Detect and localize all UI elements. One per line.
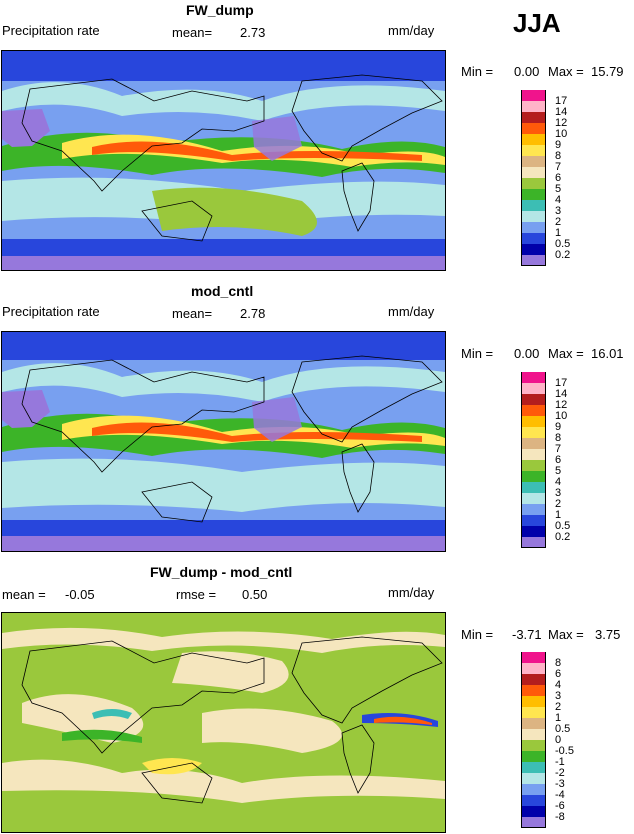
panel-2-colorbar-tick: 17 (555, 377, 568, 389)
panel-3-colorbar: 8 6 4 3 2 1 0.5 0 -0.5 -1 -2 -3 -4 -6 -8 (521, 652, 601, 828)
panel-3-colorbar-tick: 3 (555, 690, 562, 702)
panel-1-colorbar-tick: 0.5 (555, 238, 571, 250)
panel-3-colorbar-tick: 0 (555, 734, 562, 746)
panel-1-colorbar-tick: 0.2 (555, 249, 571, 261)
panel-2-colorbar-tick: 5 (555, 465, 562, 477)
panel-1-colorbar-tick: 3 (555, 205, 562, 217)
panel-3-min-label: Min = (461, 627, 494, 642)
panel-1-colorbar-tick: 4 (555, 194, 562, 206)
panel-1-min-label: Min = (461, 64, 494, 79)
panel-2-units: mm/day (388, 304, 435, 319)
panel-1-colorbar-tick: 10 (555, 128, 568, 140)
panel-1-colorbar-tick: 17 (555, 95, 568, 107)
panel-2-map (1, 331, 446, 552)
panel-3-min-value: -3.71 (512, 627, 542, 642)
panel-2-mean-value: 2.78 (240, 306, 266, 321)
panel-2-min-value: 0.00 (514, 346, 540, 361)
panel-1-colorbar-tick: 5 (555, 183, 562, 195)
panel-2-colorbar-tick: 12 (555, 399, 568, 411)
panel-2-colorbar-tick: 8 (555, 432, 562, 444)
panel-3-mean-label: mean = (2, 587, 46, 602)
panel-1-colorbar-tick: 6 (555, 172, 562, 184)
panel-1-colorbar-tick: 14 (555, 106, 568, 118)
panel-2-colorbar-tick: 0.5 (555, 520, 571, 532)
panel-3-colorbar-tick: 6 (555, 668, 562, 680)
panel-3-map (1, 612, 446, 833)
season-label: JJA (513, 8, 561, 38)
panel-2-colorbar-tick: 9 (555, 421, 562, 433)
panel-2-colorbar-tick: 2 (555, 498, 562, 510)
panel-2-mean-label: mean= (172, 306, 213, 321)
panel-2-colorbar-tick: 14 (555, 388, 568, 400)
panel-3-rmse-label: rmse = (176, 587, 217, 602)
panel-1-colorbar-tick: 12 (555, 117, 568, 129)
panel-3-colorbar-tick: 1 (555, 712, 562, 724)
panel-2-colorbar-tick: 4 (555, 476, 562, 488)
panel-2-colorbar: 17 14 12 10 9 8 7 6 5 4 3 2 1 0.5 0.2 (521, 372, 601, 548)
panel-3-colorbar-tick: -0.5 (555, 745, 574, 757)
panel-1-colorbar-tick: 2 (555, 216, 562, 228)
panel-1-variable-label: Precipitation rate (2, 23, 100, 38)
panel-3-colorbar-tick: -1 (555, 756, 565, 768)
panel-3-colorbar-tick: 8 (555, 657, 562, 669)
panel-2-colorbar-tick: 7 (555, 443, 562, 455)
panel-1-mean-value: 2.73 (240, 25, 266, 40)
panel-2-colorbar-tick: 1 (555, 509, 562, 521)
panel-1-colorbar-tick: 7 (555, 161, 562, 173)
panel-1-max-label: Max = (548, 64, 584, 79)
panel-2-title: mod_cntl (191, 283, 254, 299)
panel-3-colorbar-tick: 4 (555, 679, 562, 691)
panel-3-title: FW_dump - mod_cntl (150, 564, 293, 580)
panel-1-map (1, 50, 446, 271)
panel-3-colorbar-tick: 0.5 (555, 723, 571, 735)
panel-1-title: FW_dump (186, 2, 254, 18)
panel-3-max-value: 3.75 (595, 627, 621, 642)
panel-2-colorbar-tick: 0.2 (555, 531, 571, 543)
panel-3-colorbar-tick: -6 (555, 800, 565, 812)
panel-1-max-value: 15.79 (591, 64, 624, 79)
panel-2-min-label: Min = (461, 346, 494, 361)
panel-2-colorbar-tick: 6 (555, 454, 562, 466)
panel-2-variable-label: Precipitation rate (2, 304, 100, 319)
panel-3-colorbar-tick: -4 (555, 789, 565, 801)
panel-2-max-value: 16.01 (591, 346, 624, 361)
panel-1-colorbar-tick: 1 (555, 227, 562, 239)
panel-2-colorbar-tick: 3 (555, 487, 562, 499)
panel-3-colorbar-tick: 2 (555, 701, 562, 713)
panel-1-colorbar: 17 14 12 10 9 8 7 6 5 4 3 2 1 0.5 0.2 (521, 90, 601, 266)
panel-1-colorbar-tick: 9 (555, 139, 562, 151)
panel-1-min-value: 0.00 (514, 64, 540, 79)
panel-1-colorbar-tick: 8 (555, 150, 562, 162)
panel-3-mean-value: -0.05 (65, 587, 95, 602)
panel-3-colorbar-tick: -2 (555, 767, 565, 779)
panel-3-rmse-value: 0.50 (242, 587, 268, 602)
panel-3-max-label: Max = (548, 627, 584, 642)
panel-2-max-label: Max = (548, 346, 584, 361)
panel-3-colorbar-tick: -8 (555, 811, 565, 823)
panel-3-colorbar-tick: -3 (555, 778, 565, 790)
panel-1-units: mm/day (388, 23, 435, 38)
panel-3-units: mm/day (388, 585, 435, 600)
panel-1-mean-label: mean= (172, 25, 213, 40)
panel-2-colorbar-tick: 10 (555, 410, 568, 422)
